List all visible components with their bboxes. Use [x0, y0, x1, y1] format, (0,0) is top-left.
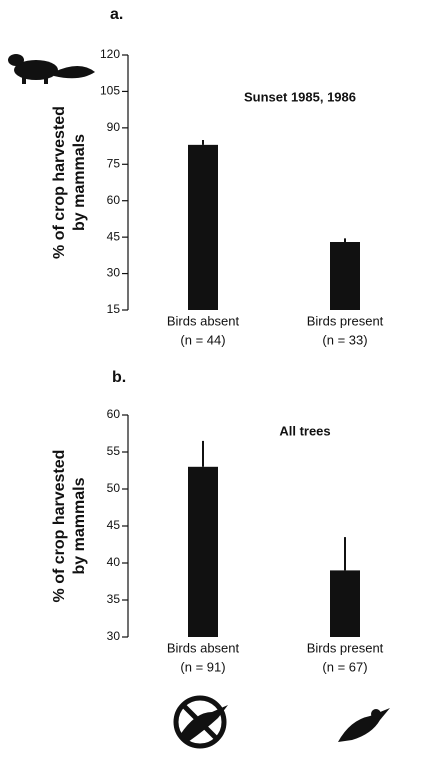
- panel-label: a.: [110, 6, 123, 23]
- bar: [188, 466, 218, 637]
- y-axis-label: % of crop harvested: [51, 450, 68, 603]
- y-tick-label: 60: [107, 407, 121, 421]
- y-axis-label: by mammals: [71, 134, 88, 231]
- y-tick-label: 50: [107, 481, 121, 495]
- bar: [330, 242, 360, 310]
- bar: [330, 570, 360, 637]
- x-tick-note: (n = 44): [180, 332, 225, 347]
- y-tick-label: 35: [107, 592, 121, 606]
- x-tick-note: (n = 33): [322, 332, 367, 347]
- x-tick-label: Birds present: [307, 640, 384, 655]
- y-tick-label: 30: [107, 266, 121, 280]
- y-tick-label: 120: [100, 47, 120, 61]
- y-axis-label: by mammals: [71, 477, 88, 574]
- bird-icon: [338, 708, 390, 742]
- x-tick-note: (n = 67): [322, 659, 367, 674]
- annotation: Sunset 1985, 1986: [244, 89, 356, 104]
- y-tick-label: 60: [107, 193, 121, 207]
- y-tick-label: 105: [100, 84, 120, 98]
- y-tick-label: 15: [107, 302, 121, 316]
- squirrel-icon: [8, 54, 95, 84]
- y-tick-label: 55: [107, 444, 121, 458]
- x-tick-label: Birds absent: [167, 640, 240, 655]
- y-tick-label: 30: [107, 629, 121, 643]
- x-tick-label: Birds present: [307, 313, 384, 328]
- y-tick-label: 90: [107, 120, 121, 134]
- annotation: All trees: [279, 423, 330, 438]
- y-tick-label: 45: [107, 518, 121, 532]
- panel-label: b.: [112, 369, 126, 386]
- y-tick-label: 40: [107, 555, 121, 569]
- x-tick-note: (n = 91): [180, 659, 225, 674]
- y-tick-label: 75: [107, 156, 121, 170]
- y-axis-label: % of crop harvested: [51, 106, 68, 259]
- bar: [188, 144, 218, 310]
- y-tick-label: 45: [107, 229, 121, 243]
- x-tick-label: Birds absent: [167, 313, 240, 328]
- no-birds-icon: [173, 695, 228, 749]
